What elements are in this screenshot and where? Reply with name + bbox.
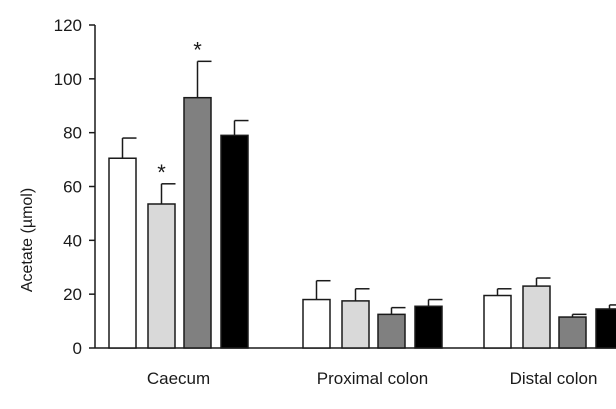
- y-tick-label: 0: [73, 339, 82, 358]
- bar: [108, 157, 137, 349]
- significance-asterisk: *: [157, 160, 166, 185]
- bar: [377, 313, 406, 349]
- bar: [595, 308, 616, 349]
- bar: [522, 285, 551, 349]
- y-tick-label: 60: [63, 178, 82, 197]
- y-tick-label: 100: [54, 70, 82, 89]
- bar: [483, 294, 512, 349]
- significance-marks: **: [157, 37, 202, 184]
- bar: [414, 305, 443, 349]
- y-tick-label: 40: [63, 231, 82, 250]
- category-label: Distal colon: [510, 369, 598, 388]
- bars: [108, 96, 616, 349]
- y-tick-label: 20: [63, 285, 82, 304]
- bar: [341, 300, 370, 349]
- bar: [147, 203, 176, 349]
- y-axis: 0 20 40 60 80 100 120: [54, 16, 96, 358]
- error-bars: [121, 60, 616, 318]
- y-tick-label: 120: [54, 16, 82, 35]
- significance-asterisk: *: [193, 37, 202, 62]
- category-label: Caecum: [147, 369, 210, 388]
- category-label: Proximal colon: [317, 369, 429, 388]
- bar: [220, 134, 249, 349]
- y-axis-title: Acetate (µmol): [19, 188, 36, 292]
- bar: [183, 96, 212, 349]
- x-axis: Caecum Proximal colon Distal colon: [95, 347, 616, 388]
- bar: [302, 298, 331, 349]
- bar: [558, 316, 587, 349]
- y-tick-label: 80: [63, 124, 82, 143]
